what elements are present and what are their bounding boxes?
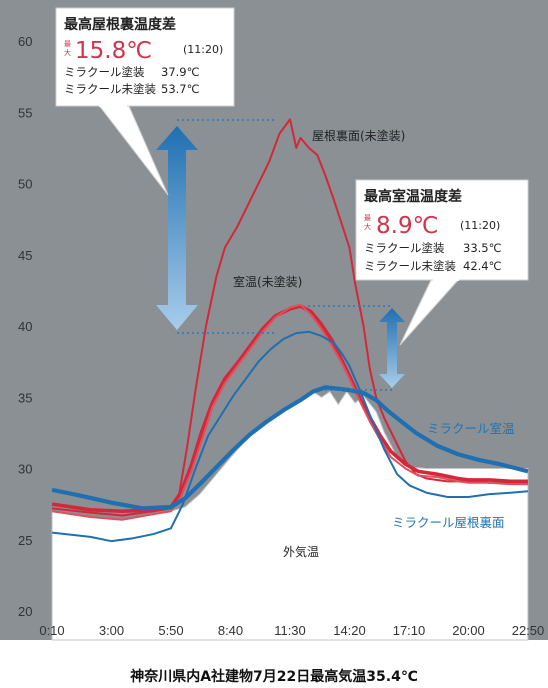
miracool-roof-label: ミラクール屋根裏面 <box>392 515 505 530</box>
y-tick-label: 30 <box>18 462 32 477</box>
box2-value: 8.9℃ <box>376 213 438 239</box>
miracool-room-label: ミラクール室温 <box>427 421 515 436</box>
x-tick-label: 3:00 <box>99 623 124 638</box>
box1-value: 15.8℃ <box>75 38 152 64</box>
box2-row2-label: ミラクール未塗装 <box>364 259 456 273</box>
box1-max-char-1: 最 <box>64 40 71 48</box>
y-tick-label: 40 <box>18 319 32 334</box>
y-tick-label: 45 <box>18 248 32 263</box>
x-tick-label: 11:30 <box>274 623 306 638</box>
x-tick-label: 22:50 <box>512 623 545 638</box>
room-unpainted-line <box>51 304 528 514</box>
x-axis-ticks: 0:10 3:00 5:50 8:40 11:30 14:20 17:10 20:00 22:5… <box>39 623 544 638</box>
y-tick-label: 20 <box>18 604 32 619</box>
box1-max-char-2: 大 <box>64 48 71 57</box>
roof-unpainted-label: 屋根裏面(未塗装) <box>312 128 405 143</box>
outside-air-area <box>51 390 529 641</box>
room-difference-box: 最高室温温度差 最 大 8.9℃ (11:20) ミラクール塗装 33.5℃ ミ… <box>355 179 529 346</box>
chart-caption: 神奈川県内A社建物7月22日最高気温35.4℃ <box>130 668 418 685</box>
roof-difference-box: 最高屋根裏温度差 最 大 15.8℃ (11:20) ミラクール塗装 37.9℃… <box>55 7 235 196</box>
x-tick-label: 8:40 <box>218 623 243 638</box>
y-tick-label: 55 <box>18 105 32 120</box>
x-tick-label: 0:10 <box>39 623 64 638</box>
y-tick-label: 50 <box>18 177 32 192</box>
box2-row1-value: 33.5℃ <box>463 241 502 255</box>
miracool-room-line <box>51 385 529 511</box>
room-difference-arrow <box>379 308 405 388</box>
room-unpainted-label: 室温(未塗装) <box>233 274 302 289</box>
box1-row1-label: ミラクール塗装 <box>64 65 145 79</box>
box2-title: 最高室温温度差 <box>364 188 462 205</box>
outside-air-label: 外気温 <box>283 544 319 559</box>
series-layer <box>51 118 529 543</box>
box2-row1-label: ミラクール塗装 <box>364 241 445 255</box>
miracool-roof-line <box>51 330 529 543</box>
x-tick-label: 5:50 <box>158 623 183 638</box>
x-tick-label: 20:00 <box>452 623 485 638</box>
y-axis-ticks: 20 25 30 35 40 45 50 55 60 <box>18 34 32 619</box>
box1-title: 最高屋根裏温度差 <box>64 16 176 33</box>
roof-unpainted-line-2 <box>51 303 528 521</box>
box2-time: (11:20) <box>460 219 500 232</box>
box2-max-char-2: 大 <box>364 222 371 231</box>
box2-max-char-1: 最 <box>364 214 371 222</box>
box1-time: (11:20) <box>183 43 223 56</box>
y-tick-label: 60 <box>18 34 32 49</box>
box2-row2-value: 42.4℃ <box>463 259 502 273</box>
box1-row2-value: 53.7℃ <box>161 82 200 96</box>
y-tick-label: 25 <box>18 533 32 548</box>
box1-row1-value: 37.9℃ <box>161 65 200 79</box>
roof-difference-arrow <box>156 126 198 330</box>
y-tick-label: 35 <box>18 390 32 405</box>
box1-row2-label: ミラクール未塗装 <box>64 82 156 96</box>
x-tick-label: 14:20 <box>333 623 366 638</box>
x-tick-label: 17:10 <box>393 623 426 638</box>
